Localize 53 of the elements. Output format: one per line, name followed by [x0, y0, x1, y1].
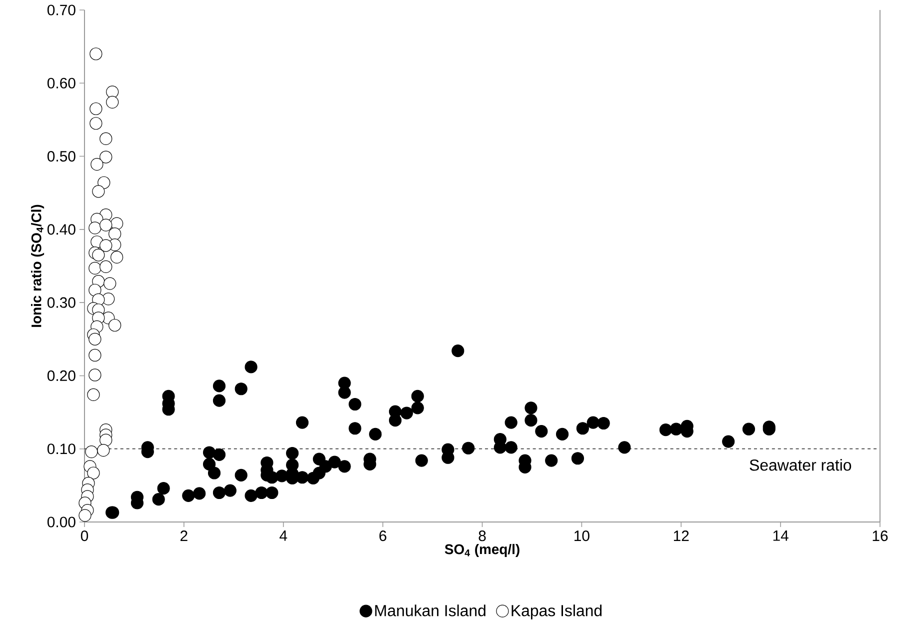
- y-tick-label: 0.10: [47, 444, 76, 454]
- x-tick-label: 10: [574, 530, 590, 542]
- point: [100, 239, 112, 252]
- x-tick-label: 6: [379, 530, 386, 542]
- point: [90, 158, 104, 171]
- point: [90, 117, 102, 130]
- point: [100, 434, 112, 446]
- y-axis-title: Ionic ratio (SO$_{4}$/Cl): [31, 204, 44, 327]
- point: [90, 48, 102, 60]
- point: [97, 444, 110, 457]
- point: [85, 445, 98, 458]
- x-tick-label: 12: [674, 530, 689, 541]
- point: [88, 332, 102, 346]
- point: [78, 509, 92, 522]
- x-tick-label: 2: [180, 530, 188, 541]
- point: [88, 284, 102, 296]
- y-tick-label: 0.40: [47, 224, 76, 235]
- point: [87, 466, 100, 480]
- x-tick-label: 4: [280, 530, 288, 541]
- y-tick-label: 0.20: [47, 370, 76, 381]
- y-tick-label: 0.30: [47, 297, 76, 308]
- legend-label: Manukan Island: [375, 604, 486, 616]
- y-tick-label: 0.00: [47, 516, 76, 528]
- point: [100, 150, 112, 164]
- x-tick-label: 8: [478, 530, 486, 542]
- legend-label: Kapas Island: [512, 604, 602, 620]
- point: [110, 250, 124, 264]
- x-tick-label: 0: [80, 530, 88, 542]
- point: [100, 260, 112, 274]
- point: [100, 218, 112, 232]
- point: [88, 222, 102, 234]
- point: [106, 86, 119, 98]
- point: [108, 318, 122, 332]
- x-tick-label: 16: [872, 530, 888, 542]
- point: [92, 248, 105, 262]
- y-tick-label: 0.60: [47, 78, 76, 88]
- point: [88, 368, 102, 382]
- point: [87, 388, 100, 402]
- ref-line-label: Seawater ratio: [750, 459, 852, 471]
- point: [100, 132, 112, 146]
- point: [92, 185, 105, 198]
- x-tick-label: 14: [773, 530, 788, 541]
- point: [88, 262, 102, 274]
- y-tick-label: 0.70: [47, 4, 76, 16]
- point: [98, 176, 110, 189]
- point: [108, 228, 122, 240]
- point: [104, 277, 116, 290]
- point: [106, 96, 119, 108]
- x-axis-title: SO$_{4}$ (meq/l): [444, 544, 520, 557]
- y-tick-label: 0.50: [47, 150, 76, 162]
- point: [90, 102, 102, 116]
- point: [88, 348, 102, 362]
- point: [102, 292, 115, 306]
